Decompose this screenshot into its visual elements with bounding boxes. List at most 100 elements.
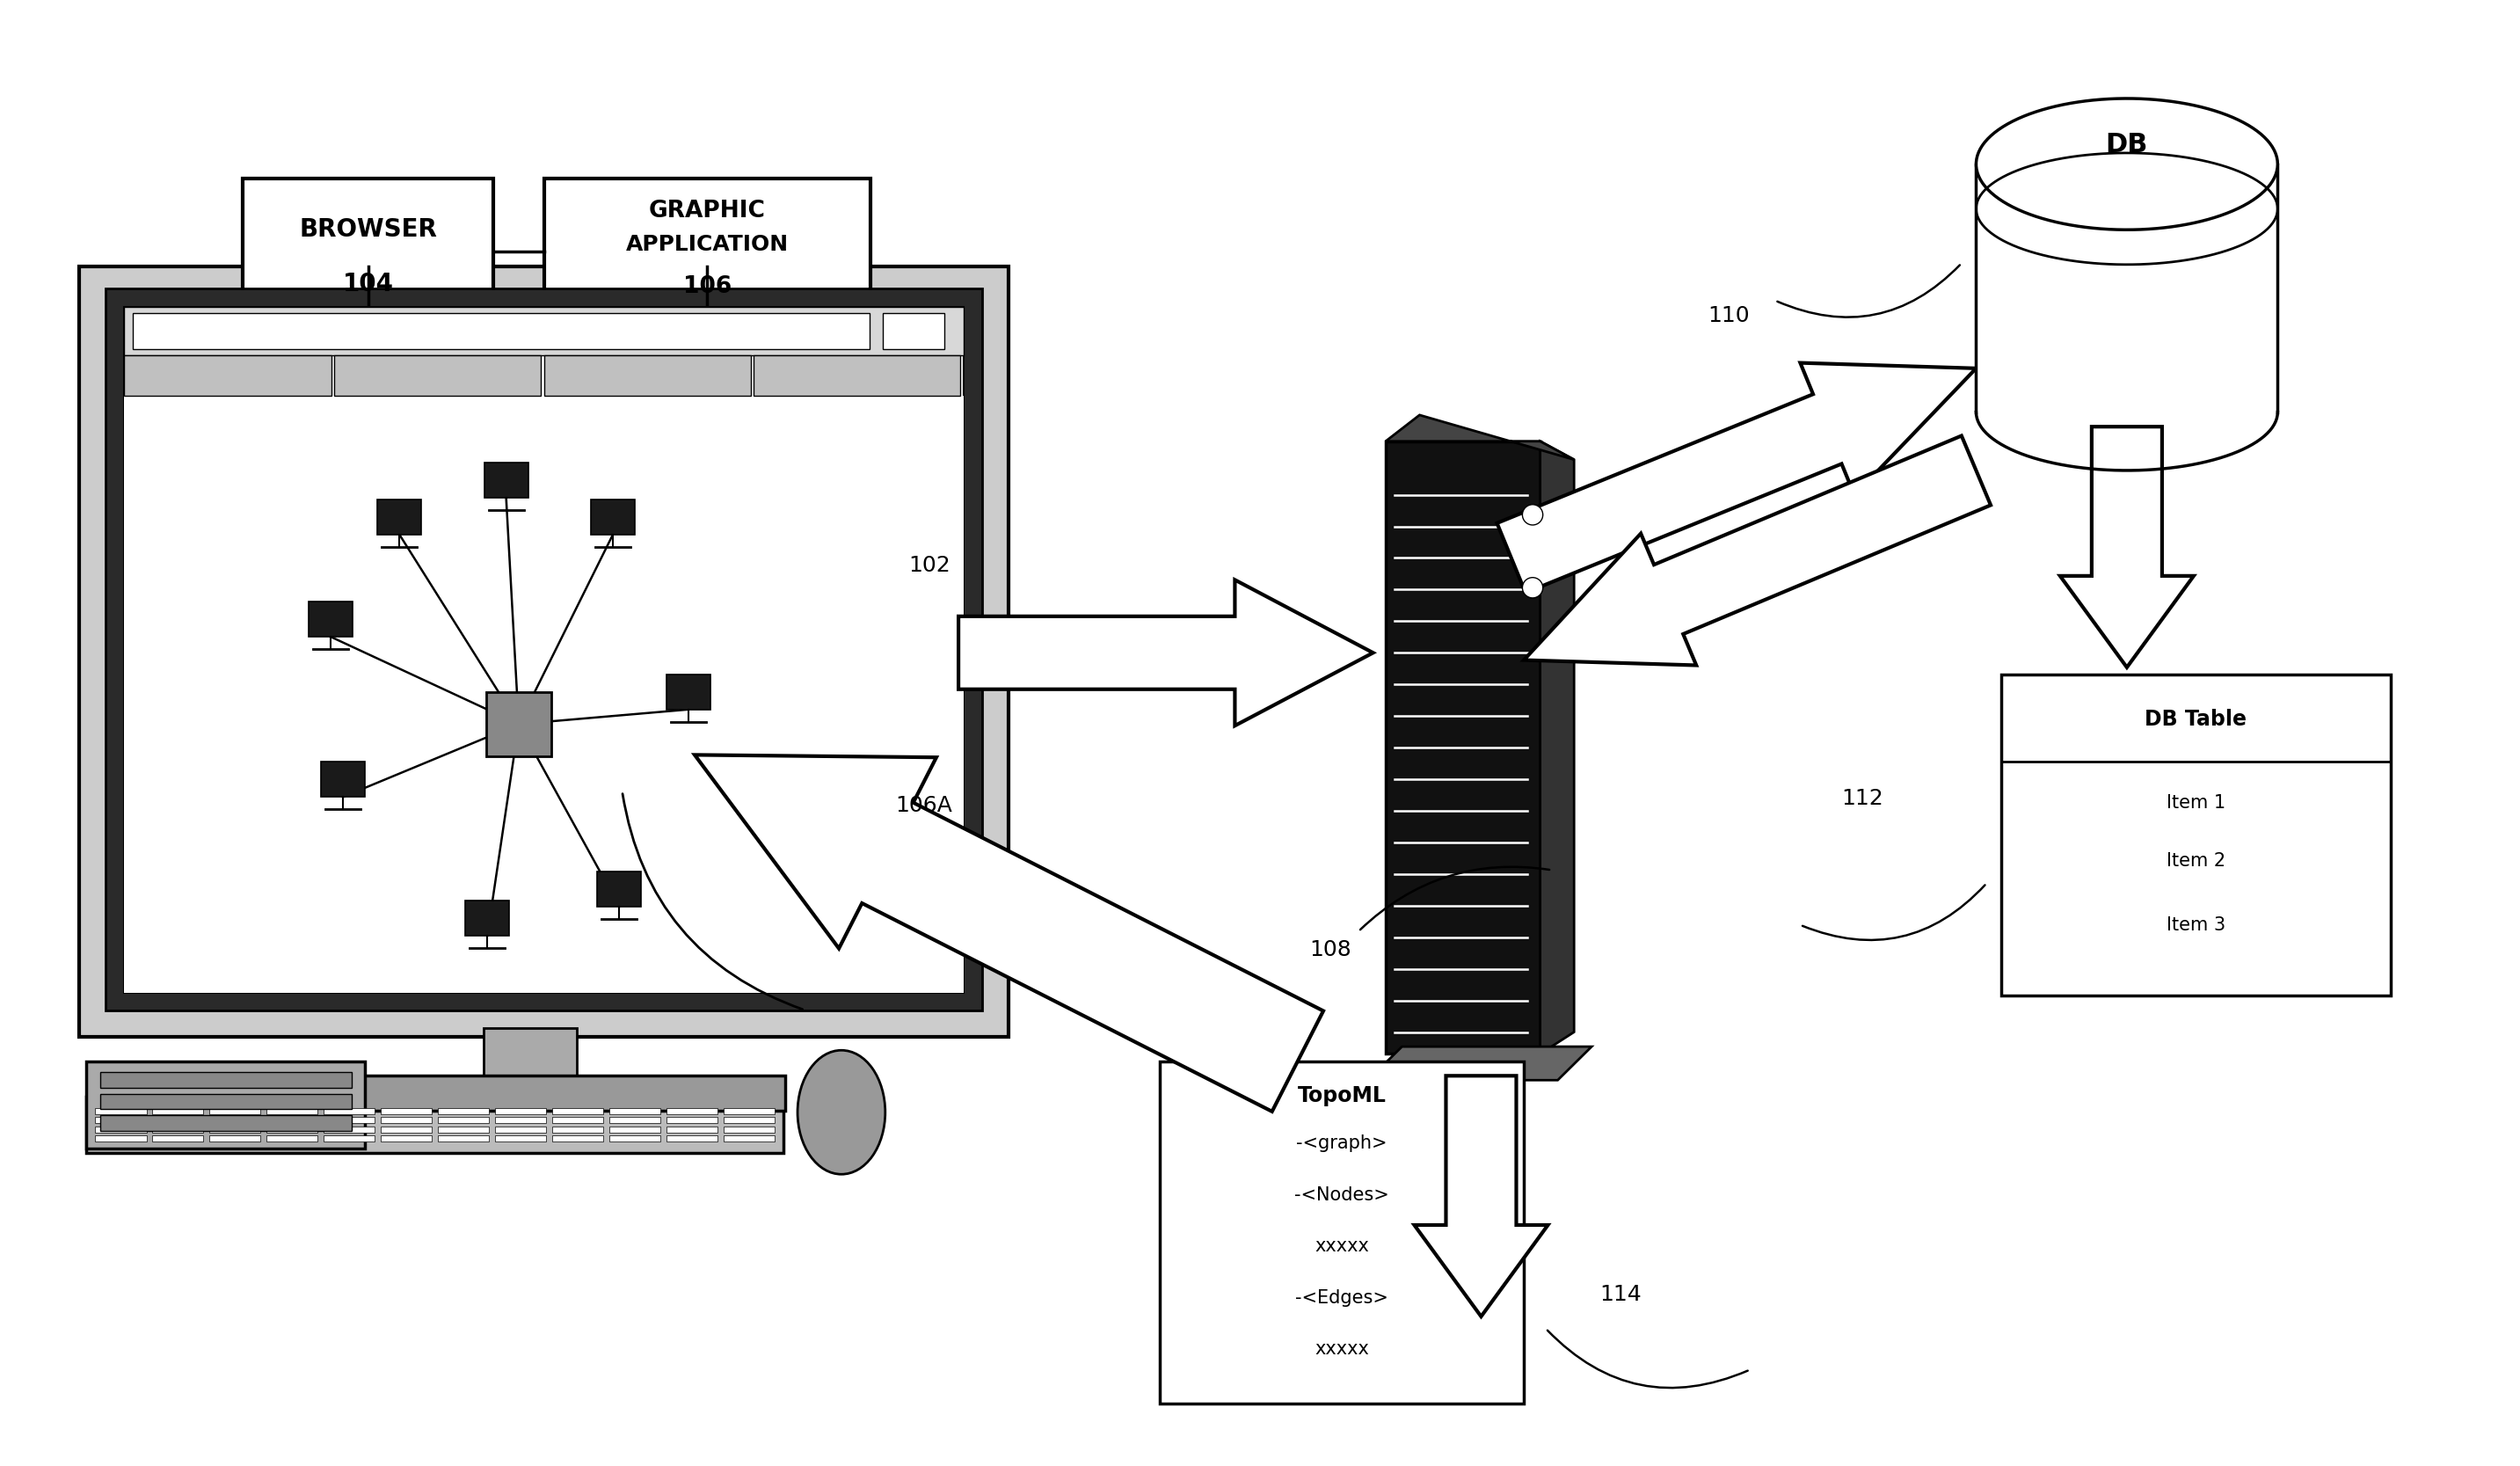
Polygon shape	[1414, 1076, 1547, 1316]
Polygon shape	[96, 1117, 146, 1123]
Text: xxxxx: xxxxx	[1315, 1237, 1368, 1255]
Polygon shape	[438, 1117, 489, 1123]
Polygon shape	[665, 1108, 718, 1114]
Polygon shape	[438, 1135, 489, 1142]
Polygon shape	[1159, 1061, 1525, 1404]
Polygon shape	[723, 1135, 774, 1142]
Text: -<Edges>: -<Edges>	[1295, 1289, 1389, 1306]
Polygon shape	[209, 1117, 260, 1123]
Text: 102: 102	[907, 554, 950, 576]
Text: 110: 110	[1709, 305, 1749, 325]
Polygon shape	[484, 463, 529, 498]
Text: DB Table: DB Table	[2145, 710, 2248, 730]
Circle shape	[1522, 504, 1542, 525]
Text: xxxxx: xxxxx	[1315, 1340, 1368, 1358]
Text: BROWSER: BROWSER	[300, 217, 436, 242]
Text: 114: 114	[1600, 1284, 1641, 1305]
Text: -<Nodes>: -<Nodes>	[1295, 1186, 1389, 1204]
Polygon shape	[486, 692, 552, 756]
Polygon shape	[101, 1072, 350, 1088]
Polygon shape	[323, 1117, 375, 1123]
Polygon shape	[610, 1135, 660, 1142]
Polygon shape	[96, 1108, 146, 1114]
Polygon shape	[96, 1126, 146, 1132]
Polygon shape	[753, 355, 960, 396]
Text: TopoML: TopoML	[1298, 1085, 1386, 1105]
Polygon shape	[86, 1061, 365, 1149]
Polygon shape	[1540, 441, 1575, 1054]
Polygon shape	[209, 1135, 260, 1142]
Polygon shape	[610, 1126, 660, 1132]
Polygon shape	[151, 1117, 204, 1123]
Polygon shape	[494, 1126, 547, 1132]
Polygon shape	[552, 1135, 602, 1142]
Text: Item 1: Item 1	[2167, 795, 2225, 812]
Text: -<graph>: -<graph>	[1295, 1135, 1386, 1152]
Polygon shape	[494, 1135, 547, 1142]
Text: 106A: 106A	[895, 796, 953, 817]
Polygon shape	[552, 1117, 602, 1123]
Polygon shape	[106, 289, 983, 1010]
Polygon shape	[209, 1108, 260, 1114]
Circle shape	[1522, 578, 1542, 598]
Polygon shape	[302, 1076, 786, 1111]
Polygon shape	[267, 1117, 318, 1123]
Polygon shape	[696, 755, 1323, 1111]
Text: 108: 108	[1310, 940, 1351, 960]
Polygon shape	[544, 355, 751, 396]
Polygon shape	[151, 1135, 204, 1142]
Polygon shape	[592, 500, 635, 535]
Polygon shape	[101, 1116, 350, 1132]
Polygon shape	[267, 1126, 318, 1132]
Polygon shape	[381, 1117, 431, 1123]
Polygon shape	[1386, 415, 1575, 460]
Polygon shape	[151, 1126, 204, 1132]
Polygon shape	[267, 1108, 318, 1114]
Polygon shape	[323, 1126, 375, 1132]
Polygon shape	[438, 1108, 489, 1114]
Polygon shape	[466, 900, 509, 935]
Polygon shape	[335, 355, 542, 396]
Polygon shape	[378, 500, 421, 535]
Polygon shape	[484, 1028, 577, 1080]
Polygon shape	[2059, 427, 2195, 667]
Polygon shape	[381, 1135, 431, 1142]
Text: APPLICATION: APPLICATION	[625, 233, 789, 255]
Text: Item 3: Item 3	[2167, 916, 2225, 934]
Text: GRAPHIC: GRAPHIC	[648, 199, 766, 223]
Polygon shape	[1497, 364, 1976, 592]
Polygon shape	[665, 674, 711, 710]
Polygon shape	[544, 179, 869, 324]
Polygon shape	[123, 396, 963, 992]
Polygon shape	[665, 1126, 718, 1132]
Polygon shape	[665, 1135, 718, 1142]
Polygon shape	[86, 1097, 784, 1154]
Polygon shape	[151, 1108, 204, 1114]
Polygon shape	[1976, 98, 2278, 230]
Polygon shape	[320, 762, 365, 798]
Polygon shape	[597, 871, 640, 906]
Polygon shape	[381, 1108, 431, 1114]
Polygon shape	[123, 306, 963, 355]
Polygon shape	[723, 1117, 774, 1123]
Polygon shape	[134, 312, 869, 349]
Polygon shape	[1976, 164, 2278, 412]
Polygon shape	[323, 1108, 375, 1114]
Polygon shape	[610, 1108, 660, 1114]
Polygon shape	[552, 1126, 602, 1132]
Polygon shape	[123, 355, 330, 396]
Ellipse shape	[796, 1050, 885, 1174]
Polygon shape	[78, 267, 1008, 1036]
Text: Item 2: Item 2	[2167, 852, 2225, 869]
Polygon shape	[438, 1126, 489, 1132]
Polygon shape	[381, 1126, 431, 1132]
Polygon shape	[494, 1108, 547, 1114]
Polygon shape	[323, 1135, 375, 1142]
Polygon shape	[307, 601, 353, 636]
Polygon shape	[1368, 1047, 1593, 1080]
Polygon shape	[242, 179, 494, 324]
Text: 106: 106	[683, 276, 731, 298]
Polygon shape	[1386, 441, 1540, 1054]
Text: 104: 104	[343, 271, 393, 296]
Polygon shape	[494, 1117, 547, 1123]
